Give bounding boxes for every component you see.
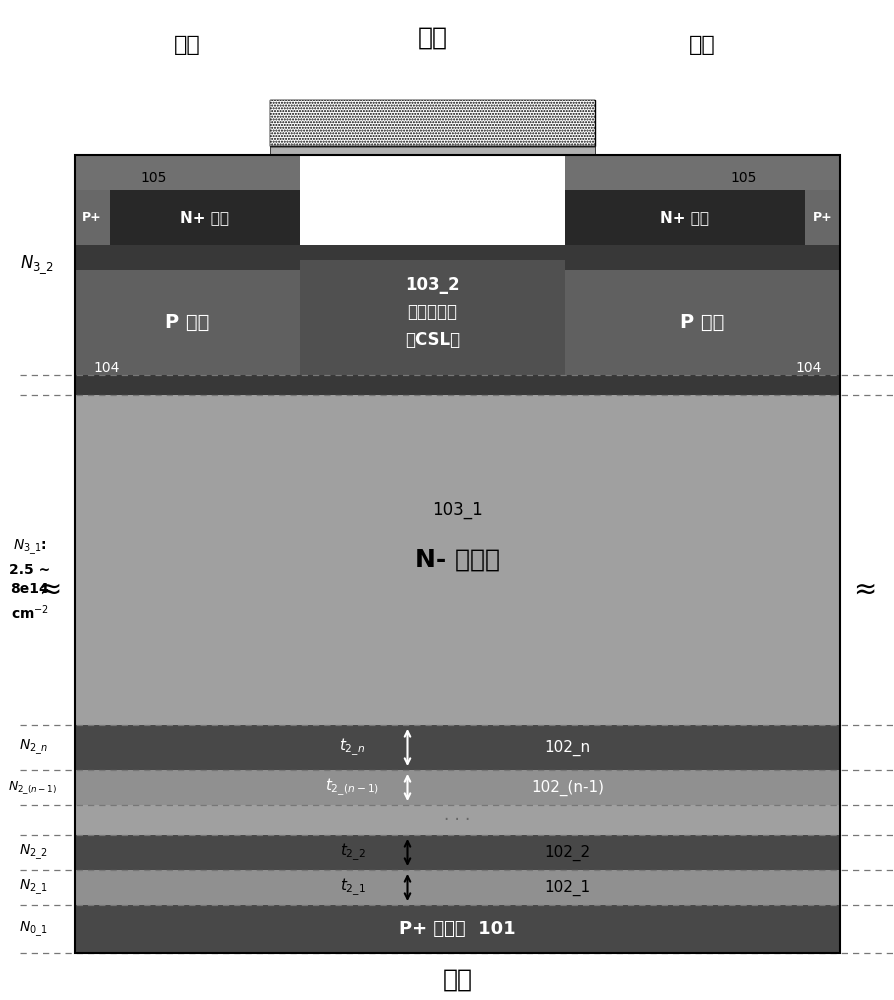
Text: $N_{2\_1}$: $N_{2\_1}$	[19, 878, 47, 897]
Text: $N_{2\_n}$: $N_{2\_n}$	[19, 738, 47, 757]
Bar	[75, 770, 839, 805]
Text: P+ 注入层  101: P+ 注入层 101	[399, 920, 515, 938]
Bar	[75, 270, 299, 375]
Text: ≈: ≈	[852, 576, 875, 604]
Bar	[75, 375, 839, 395]
Text: · · ·: · · ·	[444, 811, 470, 829]
Text: 阴极: 阴极	[688, 35, 715, 55]
Bar	[75, 905, 839, 953]
Bar	[75, 155, 839, 953]
Bar	[75, 805, 839, 835]
Text: 102_2: 102_2	[544, 844, 590, 861]
Text: P 基区: P 基区	[165, 313, 209, 332]
Text: $t_{2\_1}$: $t_{2\_1}$	[339, 877, 365, 898]
Text: 105: 105	[730, 171, 756, 185]
Text: 102_1: 102_1	[544, 879, 590, 896]
Text: $t_{2\_2}$: $t_{2\_2}$	[339, 842, 365, 863]
Text: $N_{0\_1}$: $N_{0\_1}$	[19, 919, 47, 939]
Bar	[75, 395, 839, 725]
Bar	[75, 245, 839, 270]
Text: N+ 源区: N+ 源区	[660, 210, 709, 225]
Bar	[564, 190, 804, 245]
Bar	[270, 146, 595, 155]
Text: $N_{2\_(n-1)}$: $N_{2\_(n-1)}$	[8, 779, 57, 796]
Text: 102_(n-1): 102_(n-1)	[530, 779, 603, 796]
Text: 103_2
电流扩展层
（CSL）: 103_2 电流扩展层 （CSL）	[404, 276, 460, 349]
Text: 阳极: 阳极	[442, 968, 472, 992]
Bar	[299, 260, 564, 375]
Bar	[75, 155, 299, 190]
Text: $t_{2\_(n-1)}$: $t_{2\_(n-1)}$	[325, 777, 379, 798]
Bar	[75, 725, 839, 770]
Text: 102_n: 102_n	[544, 739, 590, 756]
Text: ≈: ≈	[38, 576, 62, 604]
Text: N- 漂移层: N- 漂移层	[415, 548, 500, 572]
Bar	[804, 190, 839, 245]
Bar	[564, 270, 839, 375]
Bar	[75, 190, 110, 245]
Bar	[270, 100, 595, 146]
Text: 105: 105	[140, 171, 167, 185]
Text: $N_{3\_1}$:
2.5 ~
8e14
cm$^{-2}$: $N_{3\_1}$: 2.5 ~ 8e14 cm$^{-2}$	[9, 538, 51, 622]
Bar	[270, 100, 595, 146]
Text: 栅极: 栅极	[417, 26, 447, 50]
Bar	[75, 870, 839, 905]
Text: P+: P+	[82, 211, 102, 224]
Bar	[110, 190, 299, 245]
Text: 阴极: 阴极	[174, 35, 200, 55]
Text: P 基区: P 基区	[679, 313, 724, 332]
Text: 104: 104	[93, 361, 119, 375]
Text: P+: P+	[813, 211, 832, 224]
Text: $N_{2\_2}$: $N_{2\_2}$	[19, 843, 47, 862]
Bar	[564, 155, 839, 190]
Bar	[75, 835, 839, 870]
Text: 103_1: 103_1	[432, 501, 483, 519]
Text: $N_{3\_2}$: $N_{3\_2}$	[20, 254, 54, 276]
Text: N+ 源区: N+ 源区	[181, 210, 229, 225]
Text: 104: 104	[795, 361, 821, 375]
Text: $t_{2\_n}$: $t_{2\_n}$	[339, 737, 365, 758]
